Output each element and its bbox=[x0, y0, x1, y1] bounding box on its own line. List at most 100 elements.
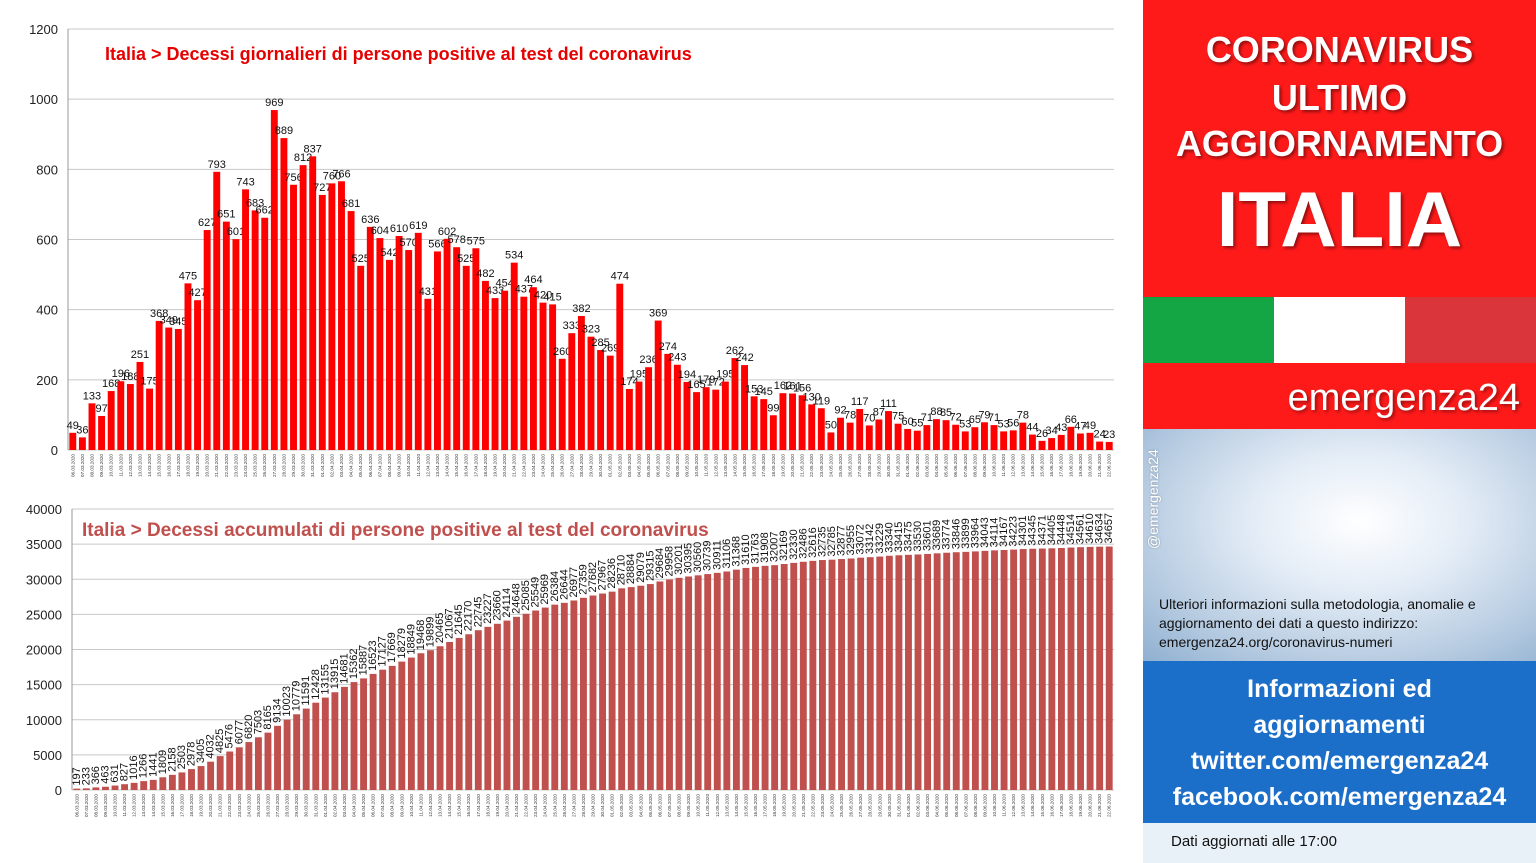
x-tick-label: 11.03.2020 bbox=[118, 454, 123, 477]
data-label: 25969 bbox=[539, 574, 551, 605]
x-tick-label: 13.05.2020 bbox=[723, 454, 728, 477]
data-label: 34448 bbox=[1055, 514, 1067, 545]
data-label: 12428 bbox=[310, 669, 322, 700]
x-tick-label: 17.03.2020 bbox=[179, 794, 184, 817]
data-label: 32877 bbox=[836, 525, 848, 556]
x-tick-label: 25.03.2020 bbox=[253, 454, 258, 477]
bar bbox=[168, 774, 176, 790]
bar bbox=[817, 408, 825, 450]
bar bbox=[178, 772, 186, 790]
bar bbox=[69, 432, 77, 450]
data-label: 72 bbox=[950, 412, 962, 424]
bar bbox=[341, 686, 348, 790]
x-tick-label: 14.03.2020 bbox=[147, 454, 152, 477]
x-tick-label: 06.06.2020 bbox=[953, 454, 958, 477]
x-tick-label: 22.04.2020 bbox=[521, 454, 526, 477]
headline-country: ITALIA bbox=[1216, 175, 1463, 263]
bar bbox=[980, 422, 988, 450]
bar bbox=[491, 298, 499, 450]
bar bbox=[933, 419, 940, 450]
x-tick-label: 04.06.2020 bbox=[934, 454, 939, 477]
data-label: 34371 bbox=[1036, 515, 1048, 546]
data-label: 1016 bbox=[128, 755, 140, 779]
x-tick-label: 09.05.2020 bbox=[684, 454, 689, 477]
x-tick-label: 08.03.2020 bbox=[89, 454, 94, 477]
data-label: 601 bbox=[227, 226, 245, 238]
y-tick-label: 800 bbox=[36, 162, 58, 177]
x-tick-label: 05.05.2020 bbox=[648, 794, 653, 817]
data-label: 13915 bbox=[329, 659, 341, 690]
bar bbox=[809, 560, 817, 790]
data-label: 420 bbox=[534, 290, 552, 302]
facebook-link[interactable]: facebook.com/emergenza24 bbox=[1172, 783, 1507, 811]
x-tick-label: 06.03.2020 bbox=[74, 794, 79, 817]
bar bbox=[741, 365, 748, 450]
data-label: 4032 bbox=[205, 734, 217, 758]
data-label: 49 bbox=[1084, 420, 1096, 432]
data-label: 195 bbox=[716, 369, 734, 381]
bar bbox=[165, 327, 173, 450]
methodology-text: Ulteriori informazioni sulla metodologia… bbox=[1159, 596, 1476, 650]
x-tick-label: 13.03.2020 bbox=[141, 794, 146, 817]
data-label: 6077 bbox=[233, 720, 245, 744]
x-tick-label: 07.04.2020 bbox=[377, 454, 382, 477]
data-label: 33899 bbox=[960, 518, 972, 549]
x-tick-label: 21.06.2020 bbox=[1097, 454, 1102, 477]
bar bbox=[712, 389, 720, 450]
data-label: 34405 bbox=[1046, 515, 1058, 546]
bar bbox=[1105, 546, 1113, 790]
data-label: 262 bbox=[726, 345, 744, 357]
data-label: 75 bbox=[892, 411, 904, 423]
bar bbox=[140, 781, 148, 790]
data-label: 7503 bbox=[252, 710, 264, 734]
bar bbox=[656, 581, 664, 790]
data-label: 36 bbox=[76, 424, 88, 436]
twitter-link[interactable]: twitter.com/emergenza24 bbox=[1190, 747, 1489, 775]
bar bbox=[350, 682, 358, 790]
bar bbox=[121, 784, 129, 790]
bar bbox=[694, 575, 702, 790]
x-tick-label: 05.06.2020 bbox=[944, 454, 949, 477]
data-label: 6820 bbox=[243, 715, 255, 739]
bar bbox=[434, 251, 441, 450]
bar bbox=[673, 364, 681, 450]
bar bbox=[102, 786, 109, 790]
social-title-2: aggiornamenti bbox=[1253, 711, 1426, 739]
x-tick-label: 29.05.2020 bbox=[876, 454, 881, 477]
bar bbox=[261, 217, 269, 450]
x-tick-label: 23.05.2020 bbox=[819, 454, 824, 477]
x-tick-label: 05.04.2020 bbox=[361, 794, 366, 817]
data-label: 33475 bbox=[902, 521, 914, 552]
bar bbox=[827, 432, 835, 450]
bar bbox=[503, 620, 511, 790]
bar bbox=[732, 569, 740, 790]
bar bbox=[541, 607, 549, 790]
bar bbox=[328, 183, 336, 450]
bar bbox=[704, 574, 712, 790]
x-tick-label: 30.04.2020 bbox=[600, 794, 605, 817]
data-label: 32169 bbox=[778, 530, 790, 561]
bar bbox=[242, 189, 249, 451]
methodology-info-block: @emergenza24 Ulteriori informazioni sull… bbox=[1143, 429, 1536, 661]
bar bbox=[769, 415, 777, 450]
bar bbox=[693, 392, 701, 450]
bar bbox=[847, 558, 855, 790]
x-tick-label: 21.05.2020 bbox=[800, 454, 805, 477]
x-tick-label: 25.04.2020 bbox=[550, 454, 555, 477]
data-label: 21645 bbox=[453, 604, 465, 635]
data-label: 32955 bbox=[845, 525, 857, 556]
data-label: 194 bbox=[678, 369, 696, 381]
y-tick-label: 0 bbox=[51, 443, 58, 458]
bar bbox=[398, 661, 406, 790]
x-tick-label: 03.05.2020 bbox=[629, 794, 634, 817]
bar bbox=[309, 156, 317, 451]
x-tick-label: 26.03.2020 bbox=[262, 454, 267, 477]
x-tick-label: 09.04.2020 bbox=[399, 794, 404, 817]
data-label: 18279 bbox=[396, 628, 408, 659]
brand-name: emergenza24 bbox=[1287, 377, 1520, 419]
x-tick-label: 14.06.2020 bbox=[1030, 794, 1035, 817]
x-tick-label: 31.05.2020 bbox=[896, 454, 901, 477]
bar bbox=[188, 769, 195, 790]
data-label: 117 bbox=[851, 396, 869, 408]
data-label: 92 bbox=[834, 405, 846, 417]
